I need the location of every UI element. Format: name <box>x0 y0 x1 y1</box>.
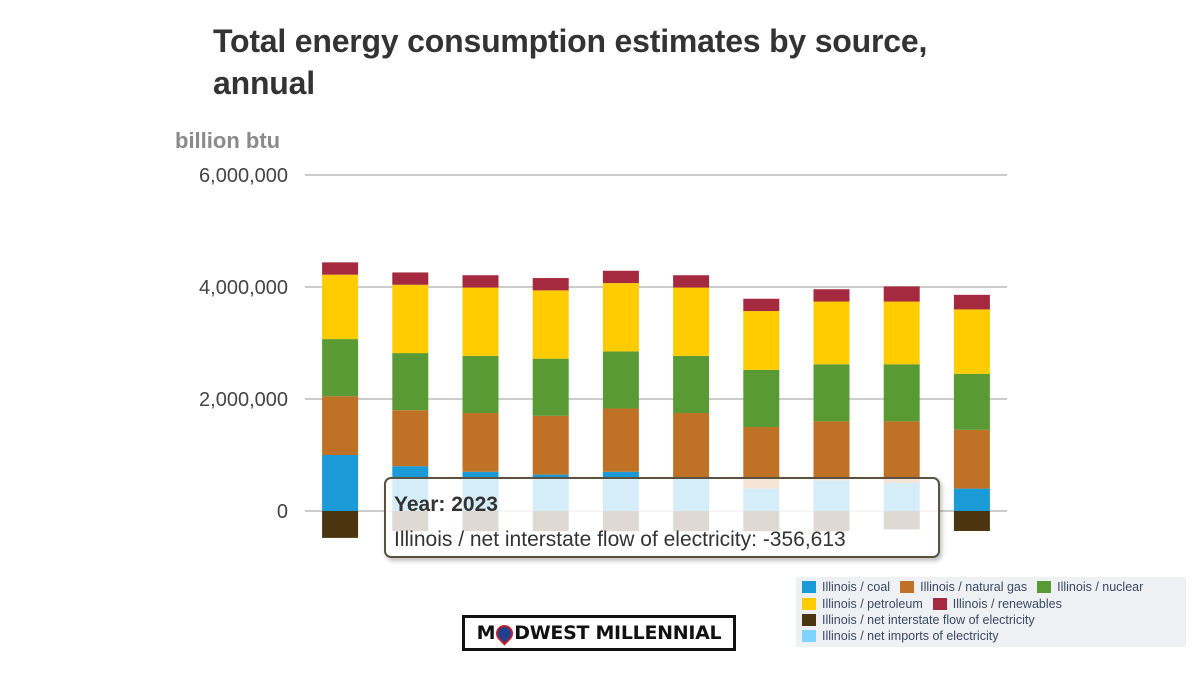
bar-2023-illinois-petroleum <box>953 309 990 374</box>
legend-item-petroleum[interactable]: Illinois / petroleum <box>802 597 923 611</box>
legend-label-net-imports: Illinois / net imports of electricity <box>822 629 999 643</box>
bar-2015-illinois-petroleum <box>392 284 429 354</box>
legend-label-natural-gas: Illinois / natural gas <box>920 580 1028 594</box>
bar-2019-illinois-nuclear <box>673 355 710 413</box>
bar-2018-illinois-natural-gas <box>602 408 639 472</box>
bar-2021-illinois-nuclear <box>813 364 850 422</box>
bar-2015-illinois-natural-gas <box>392 410 429 467</box>
bar-2022-illinois-petroleum <box>883 301 920 365</box>
bar-2020-illinois-nuclear <box>743 369 780 427</box>
bar-2020-illinois-petroleum <box>743 311 780 370</box>
bar-2015-illinois-nuclear <box>392 353 429 411</box>
legend-swatch-petroleum <box>802 598 816 610</box>
bar-2016-illinois-natural-gas <box>462 413 499 472</box>
bar-2019-illinois-petroleum <box>673 287 710 356</box>
legend-swatch-nuclear <box>1037 581 1052 593</box>
bar-2019-illinois-natural-gas <box>673 413 710 478</box>
legend-label-coal: Illinois / coal <box>822 580 891 594</box>
bar-2014-illinois-renewables <box>322 262 359 275</box>
y-tick-label-2: 4,000,000 <box>199 277 288 299</box>
bar-2021-illinois-natural-gas <box>813 421 850 481</box>
legend-label-nuclear: Illinois / nuclear <box>1057 580 1144 594</box>
legend-swatch-net-interstate-flow <box>802 614 816 626</box>
legend-swatch-net-imports <box>802 630 816 642</box>
bar-2017-illinois-petroleum <box>532 290 569 359</box>
bar-2022-illinois-renewables <box>883 286 920 302</box>
bar-2016-illinois-nuclear <box>462 355 499 413</box>
chart-title: Total energy consumption estimates by so… <box>213 23 928 101</box>
bar-2020-illinois-renewables <box>743 298 780 312</box>
y-tick-label-1: 2,000,000 <box>199 389 288 411</box>
tooltip-title: Year: 2023 <box>394 493 498 516</box>
logo-text-end: DWEST MILLENNIAL <box>514 622 722 644</box>
legend-label-petroleum: Illinois / petroleum <box>822 597 923 611</box>
legend-item-nuclear[interactable]: Illinois / nuclear <box>1037 580 1143 594</box>
chart-legend: Illinois / coal Illinois / natural gas I… <box>796 577 1186 647</box>
legend-item-natural-gas[interactable]: Illinois / natural gas <box>900 580 1027 594</box>
bar-2023-illinois-nuclear <box>953 373 990 430</box>
y-tick-label-0: 0 <box>277 501 288 523</box>
bar-2014-illinois-petroleum <box>322 274 359 340</box>
bar-2021-illinois-renewables <box>813 289 850 302</box>
legend-swatch-renewables <box>932 598 947 610</box>
tooltip-text: Illinois / net interstate flow of electr… <box>394 528 846 551</box>
legend-item-renewables[interactable]: Illinois / renewables <box>932 597 1062 611</box>
bar-2016-illinois-renewables <box>462 275 499 288</box>
bar-2014-illinois-net-interstate-flow-of-electricity <box>322 511 359 538</box>
legend-swatch-natural-gas <box>900 581 915 593</box>
bar-2014-illinois-nuclear <box>322 339 359 397</box>
bar-2022-illinois-nuclear <box>883 364 920 422</box>
bar-2023-illinois-coal <box>953 488 990 511</box>
legend-label-renewables: Illinois / renewables <box>952 597 1062 611</box>
bar-2014-illinois-natural-gas <box>322 396 359 455</box>
bar-2023-illinois-renewables <box>953 294 990 310</box>
legend-label-net-interstate-flow: Illinois / net interstate flow of electr… <box>822 613 1035 627</box>
map-pin-icon <box>492 620 517 646</box>
bar-2016-illinois-petroleum <box>462 287 499 356</box>
legend-swatch-coal <box>802 581 816 593</box>
bar-2018-illinois-nuclear <box>602 351 639 409</box>
midwest-millennial-logo: M DWEST MILLENNIAL <box>462 615 736 651</box>
legend-item-net-imports[interactable]: Illinois / net imports of electricity <box>802 629 998 643</box>
legend-item-coal[interactable]: Illinois / coal <box>802 580 890 594</box>
bar-2017-illinois-nuclear <box>532 358 569 416</box>
logo-text-start: M <box>476 622 496 644</box>
bar-2015-illinois-renewables <box>392 272 429 285</box>
y-tick-label-3: 6,000,000 <box>199 165 288 187</box>
bar-2021-illinois-petroleum <box>813 301 850 365</box>
bar-2018-illinois-renewables <box>602 270 639 284</box>
bar-2014-illinois-coal <box>322 455 359 511</box>
bar-2023-illinois-net-interstate-flow-of-electricity <box>953 511 990 531</box>
bar-2023-illinois-natural-gas <box>953 429 990 489</box>
bar-2022-illinois-natural-gas <box>883 421 920 483</box>
bar-2017-illinois-natural-gas <box>532 415 569 475</box>
bar-2018-illinois-petroleum <box>602 283 639 352</box>
bar-2017-illinois-renewables <box>532 278 569 291</box>
legend-item-net-interstate-flow[interactable]: Illinois / net interstate flow of electr… <box>802 613 1035 627</box>
y-axis-unit-label: billion btu <box>175 128 281 153</box>
bar-2019-illinois-renewables <box>673 275 710 288</box>
chart-tooltip: Year: 2023 Illinois / net interstate flo… <box>384 477 940 558</box>
